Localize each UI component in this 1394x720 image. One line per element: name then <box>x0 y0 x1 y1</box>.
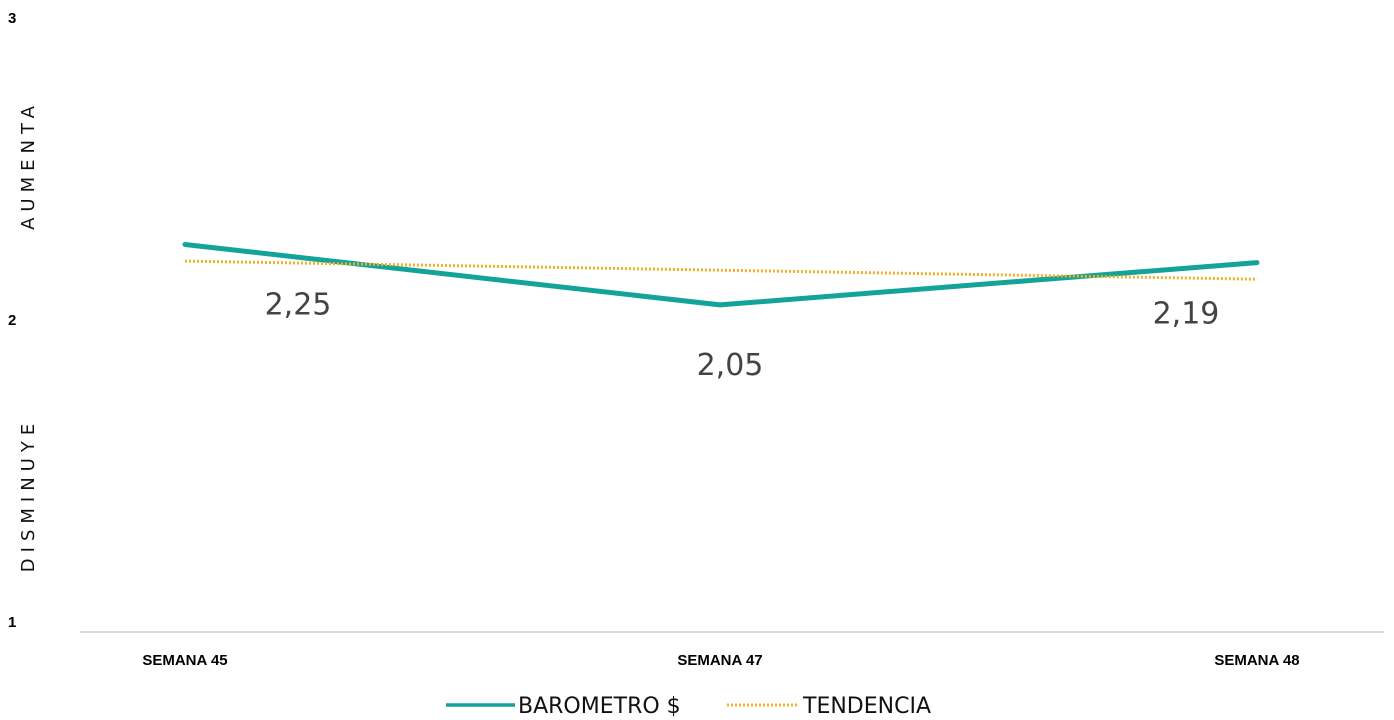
data-label: 2,19 <box>1153 297 1220 332</box>
x-tick-label: SEMANA 48 <box>1214 652 1299 669</box>
legend-label-barometro: BAROMETRO $ <box>518 694 681 719</box>
x-tick-label: SEMANA 47 <box>677 652 762 669</box>
series-line-tendencia <box>184 259 1258 281</box>
data-label: 2,25 <box>265 288 332 323</box>
y-label-upper: AUMENTA <box>18 100 39 230</box>
y-label-lower: DISMINUYE <box>18 418 39 572</box>
data-label: 2,05 <box>697 348 764 383</box>
y-tick-label: 1 <box>8 614 16 631</box>
series-line-barometro <box>182 242 1260 308</box>
y-tick-label: 3 <box>8 10 16 27</box>
x-tick-label: SEMANA 45 <box>142 652 227 669</box>
legend: BAROMETRO $ TENDENCIA <box>446 694 931 719</box>
y-tick-label: 2 <box>8 312 16 329</box>
x-tick-labels: SEMANA 45 SEMANA 47 SEMANA 48 <box>142 652 1299 669</box>
y-tick-labels: 1 2 3 <box>8 10 16 631</box>
data-labels: 2,25 2,05 2,19 <box>265 288 1220 383</box>
legend-label-tendencia: TENDENCIA <box>802 694 931 719</box>
series-lines <box>182 242 1260 308</box>
